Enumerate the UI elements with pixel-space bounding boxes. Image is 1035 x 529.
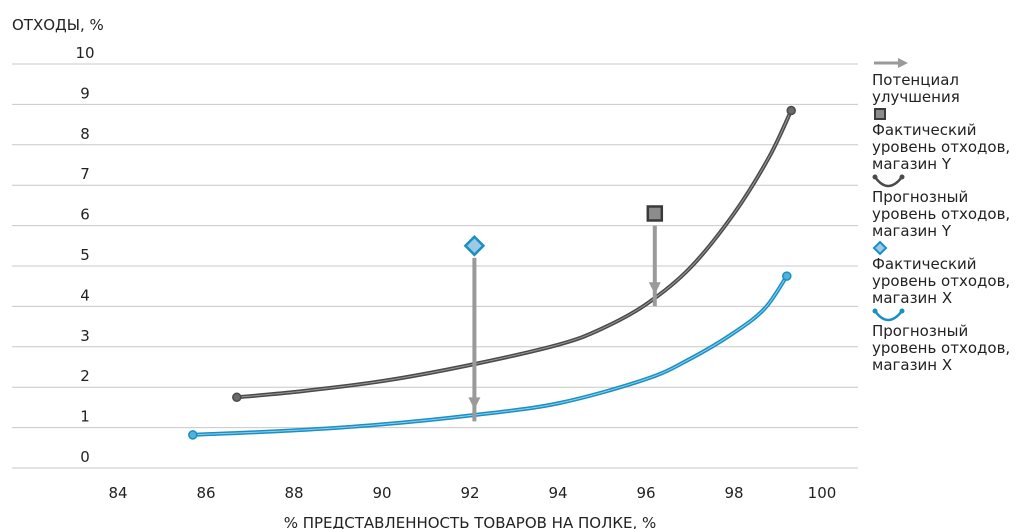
series-layer xyxy=(188,105,796,440)
y-tick-label: 4 xyxy=(80,286,90,304)
curve-endpoint xyxy=(786,105,796,116)
x-tick-label: 86 xyxy=(196,484,215,502)
legend-item-forecast-x: Прогнозный уровень отходов, магазин X xyxy=(872,307,1032,374)
legend-item-actual-x: Фактический уровень отходов, магазин X xyxy=(872,240,1032,307)
x-tick-label: 100 xyxy=(808,484,837,502)
x-tick-label: 98 xyxy=(724,484,743,502)
series-curve-1 xyxy=(190,274,789,437)
legend-label-forecast-x: Прогнозный уровень отходов, магазин X xyxy=(872,322,1011,374)
y-axis-title: ОТХОДЫ, % xyxy=(12,16,104,34)
improvement-arrow-head xyxy=(648,282,661,295)
x-tick-label: 96 xyxy=(636,484,655,502)
arrow-icon xyxy=(874,58,908,68)
curve-endpoint xyxy=(188,430,198,440)
legend: Потенциал улучшения Фактический уровень … xyxy=(872,56,1032,374)
series-curve-highlight-0 xyxy=(236,109,792,398)
y-tick-label: 3 xyxy=(80,327,90,345)
curve-blue-icon xyxy=(872,308,905,322)
x-tick-label: 94 xyxy=(548,484,567,502)
y-tick-label: 6 xyxy=(80,206,90,224)
diamond-marker-icon xyxy=(872,240,888,256)
legend-item-actual-y: Фактический уровень отходов, магазин Y xyxy=(872,106,1032,173)
curve-endpoint xyxy=(782,271,792,281)
x-tick-label: 92 xyxy=(460,484,479,502)
improvement-arrow-head xyxy=(468,397,481,410)
legend-label-actual-x: Фактический уровень отходов, магазин X xyxy=(872,255,1011,307)
actual-x-marker xyxy=(463,235,486,257)
legend-item-forecast-y: Прогнозный уровень отходов, магазин Y xyxy=(872,173,1032,240)
series-curve-highlight-1 xyxy=(192,275,788,436)
y-tick-label: 7 xyxy=(80,165,90,183)
legend-item-arrow: Потенциал улучшения xyxy=(872,56,1032,106)
y-tick-label: 8 xyxy=(80,125,90,143)
y-tick-label: 1 xyxy=(80,408,90,426)
legend-label-forecast-y: Прогнозный уровень отходов, магазин Y xyxy=(872,188,1011,240)
y-tick-label: 2 xyxy=(80,367,90,385)
x-tick-label: 90 xyxy=(372,484,391,502)
x-tick-label: 88 xyxy=(284,484,303,502)
y-tick-label: 9 xyxy=(80,84,90,102)
series-curve-0 xyxy=(234,108,794,400)
y-tick-label: 0 xyxy=(80,448,90,466)
square-marker-icon xyxy=(874,108,886,120)
actual-y-marker xyxy=(646,205,664,222)
x-axis-title: % ПРЕДСТАВЛЕННОСТЬ ТОВАРОВ НА ПОЛКЕ, % xyxy=(284,514,657,529)
curve-gray-icon xyxy=(872,174,905,188)
x-tick-labels: 84 86 88 90 92 94 96 98 100 xyxy=(108,484,836,502)
curve-endpoint xyxy=(232,392,242,403)
y-tick-label: 5 xyxy=(80,246,90,264)
y-tick-label: 10 xyxy=(75,44,94,62)
grid-lines xyxy=(12,63,858,469)
x-tick-label: 84 xyxy=(108,484,127,502)
legend-label-actual-y: Фактический уровень отходов, магазин Y xyxy=(872,121,1011,173)
legend-label-arrow: Потенциал улучшения xyxy=(872,71,960,106)
